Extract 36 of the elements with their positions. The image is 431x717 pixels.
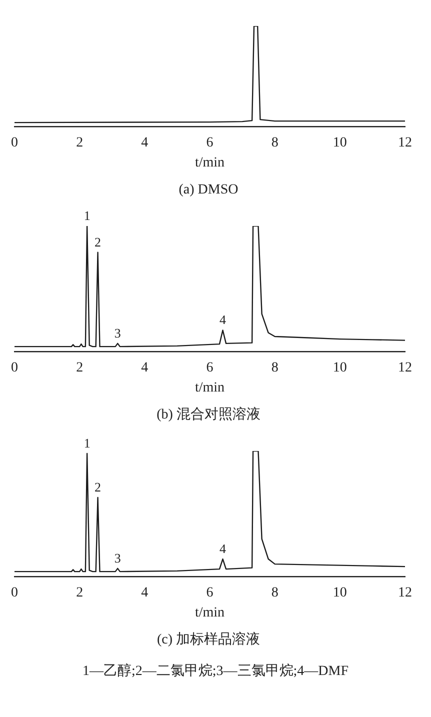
- x-tick-label: 6: [206, 586, 214, 601]
- annotation: 1: [84, 435, 90, 450]
- text: (c) 加标样品溶液: [156, 631, 260, 648]
- x-axis-title: t/min: [194, 605, 225, 620]
- annotation: 4: [220, 540, 227, 556]
- x-tick-label: 4: [141, 360, 148, 376]
- x-tick-label: 10: [332, 586, 347, 601]
- x-axis-title: t/min: [194, 380, 225, 396]
- x-tick-label: 8: [271, 586, 278, 601]
- x-tick-label: 6: [206, 136, 214, 151]
- x-tick-label: 8: [271, 360, 278, 376]
- annotation: 3: [114, 550, 121, 566]
- x-tick-label: 12: [398, 136, 412, 151]
- text: (a) DMSO: [178, 182, 238, 198]
- x-tick-label: 0: [11, 586, 18, 601]
- x-tick-label: 10: [332, 136, 347, 151]
- annotation: 2: [94, 479, 102, 494]
- x-tick-label: 12: [398, 360, 412, 376]
- x-tick-label: 0: [11, 360, 18, 376]
- text: (b) 混合对照溶液: [156, 406, 260, 422]
- x-tick-label: 4: [141, 586, 148, 601]
- x-tick-label: 4: [141, 136, 148, 151]
- text: 1—乙醇;2—二氯甲烷;3—三氯甲烷;4—DMF: [81, 662, 350, 680]
- annotation: 2: [94, 234, 102, 250]
- annotation: 4: [220, 312, 227, 328]
- x-tick-label: 0: [11, 136, 18, 151]
- x-tick-label: 2: [76, 136, 84, 151]
- x-tick-label: 6: [206, 360, 214, 376]
- x-tick-label: 8: [271, 136, 278, 151]
- annotation: 3: [114, 325, 121, 340]
- x-tick-label: 12: [398, 586, 412, 601]
- x-axis-title: t/min: [194, 155, 225, 170]
- annotation: 1: [84, 208, 90, 223]
- x-tick-label: 2: [76, 586, 84, 601]
- x-tick-label: 10: [332, 360, 347, 376]
- x-tick-label: 2: [76, 360, 84, 376]
